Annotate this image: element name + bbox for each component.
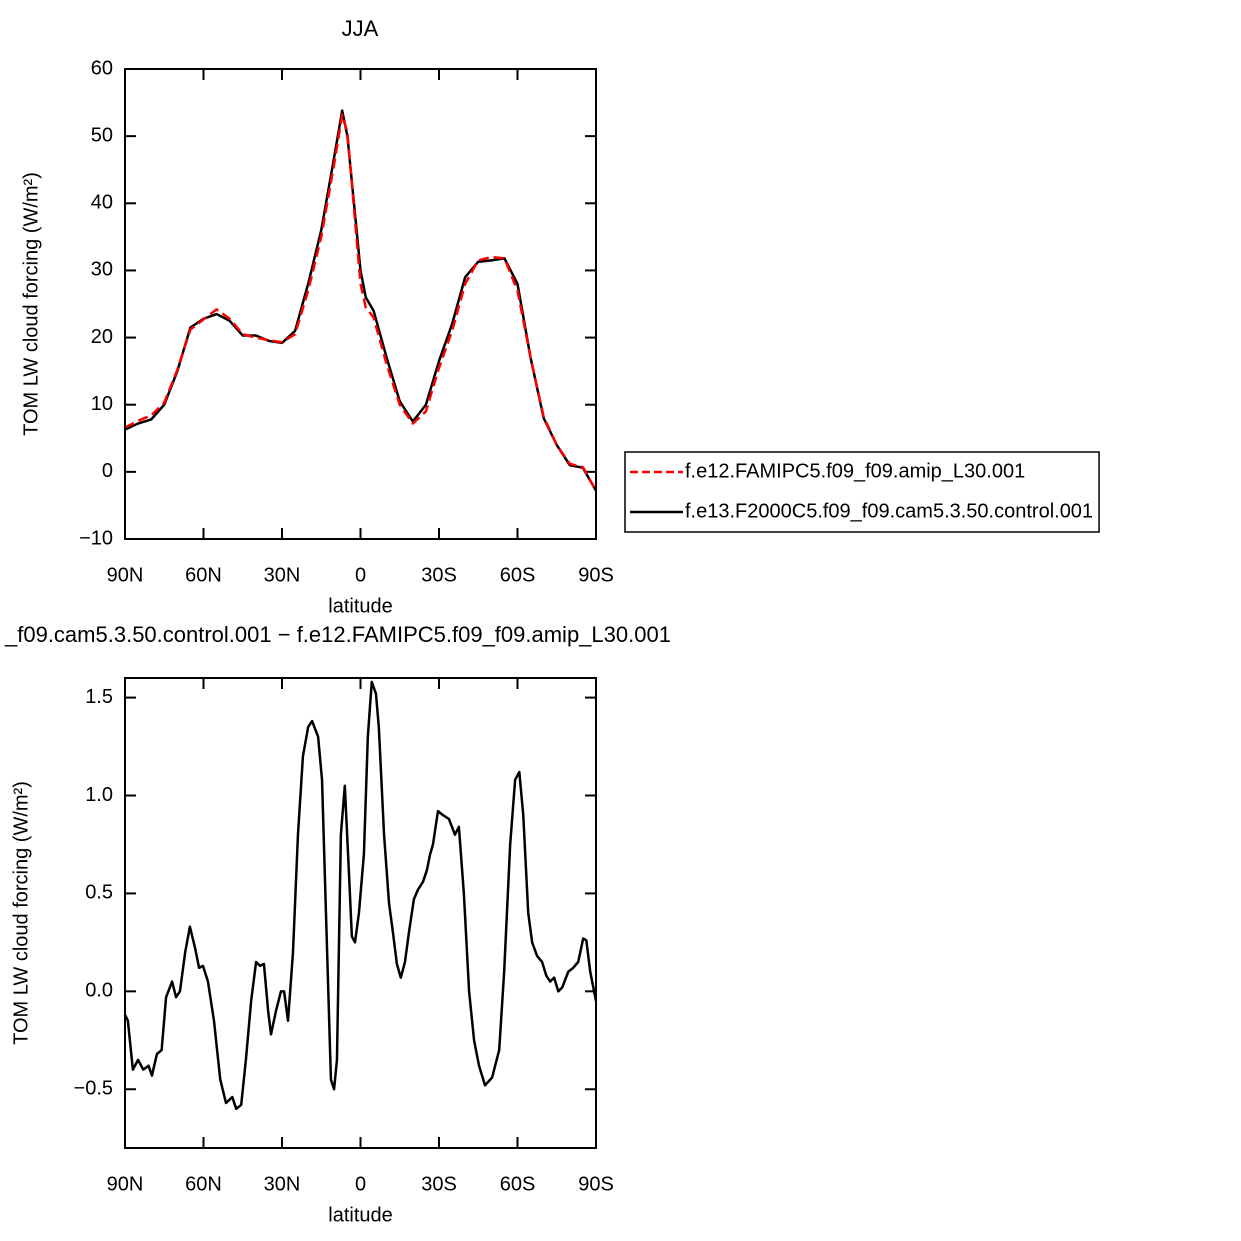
x-tick-label: 60S (500, 1173, 536, 1195)
y-tick-label: 1.0 (85, 784, 113, 806)
y-tick-label: 60 (91, 57, 113, 79)
x-tick-label: 60N (185, 564, 222, 586)
y-tick-label: 50 (91, 124, 113, 146)
legend-label: f.e12.FAMIPC5.f09_f09.amip_L30.001 (685, 460, 1025, 482)
y-axis-label: TOM LW cloud forcing (W/m²) (10, 781, 32, 1045)
y-axis-label: TOM LW cloud forcing (W/m²) (20, 172, 42, 436)
x-tick-label: 90N (107, 1173, 144, 1195)
x-axis-label: latitude (328, 595, 393, 617)
x-tick-label: 90S (578, 564, 614, 586)
x-tick-label: 0 (355, 1173, 366, 1195)
data-line (124, 109, 598, 492)
y-tick-label: 0 (102, 460, 113, 482)
x-tick-label: 30S (421, 564, 457, 586)
chart-title: _f09.cam5.3.50.control.001 − f.e12.FAMIP… (4, 622, 671, 647)
y-tick-label: 30 (91, 259, 113, 281)
x-tick-label: 30S (421, 1173, 457, 1195)
data-line (123, 680, 598, 1111)
plot-frame (124, 677, 597, 1149)
chart-title: JJA (342, 16, 379, 41)
y-tick-label: −0.5 (74, 1078, 113, 1100)
x-tick-label: 30N (264, 564, 301, 586)
y-tick-label: 40 (91, 192, 113, 214)
x-tick-label: 0 (355, 564, 366, 586)
x-tick-label: 60N (185, 1173, 222, 1195)
legend: f.e12.FAMIPC5.f09_f09.amip_L30.001 f.e13.… (624, 451, 1100, 533)
y-tick-label: 0.5 (85, 882, 113, 904)
x-tick-label: 30N (264, 1173, 301, 1195)
y-tick-label: −10 (79, 527, 113, 549)
y-tick-label: 0.0 (85, 980, 113, 1002)
x-tick-label: 90S (578, 1173, 614, 1195)
plot-frame (124, 68, 597, 540)
legend-box (624, 451, 1100, 533)
x-tick-label: 60S (500, 564, 536, 586)
y-tick-label: 10 (91, 393, 113, 415)
x-tick-label: 90N (107, 564, 144, 586)
legend-label: f.e13.F2000C5.f09_f09.cam5.3.50.control.… (685, 500, 1093, 522)
data-line (124, 113, 598, 492)
x-axis-label: latitude (328, 1204, 393, 1226)
y-tick-label: 20 (91, 326, 113, 348)
y-tick-label: 1.5 (85, 686, 113, 708)
